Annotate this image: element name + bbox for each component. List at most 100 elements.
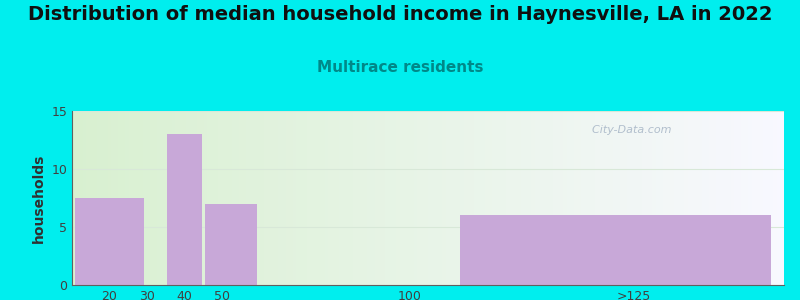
Bar (254, 111, 257, 285)
Bar (75, 111, 79, 285)
Bar (549, 111, 553, 285)
Bar (485, 111, 489, 285)
Bar (442, 111, 446, 285)
Bar (781, 111, 784, 285)
Bar (378, 111, 382, 285)
Bar (264, 111, 268, 285)
Bar (126, 111, 129, 285)
Bar (734, 111, 738, 285)
Bar (752, 111, 755, 285)
Bar (738, 111, 742, 285)
Bar (79, 111, 82, 285)
Bar (496, 111, 499, 285)
Bar (617, 111, 620, 285)
Bar (730, 111, 734, 285)
Bar (627, 111, 631, 285)
Bar (296, 111, 300, 285)
Bar (182, 111, 186, 285)
Bar (570, 111, 574, 285)
Text: Distribution of median household income in Haynesville, LA in 2022: Distribution of median household income … (28, 4, 772, 23)
Bar (425, 111, 428, 285)
Bar (435, 111, 438, 285)
Bar (666, 111, 670, 285)
Bar (514, 111, 517, 285)
Bar (428, 111, 431, 285)
Bar (360, 111, 364, 285)
Bar (581, 111, 585, 285)
Bar (214, 111, 218, 285)
Bar (393, 111, 396, 285)
Bar (278, 111, 282, 285)
Bar (599, 111, 602, 285)
Bar (531, 111, 534, 285)
Bar (431, 111, 435, 285)
Bar (289, 111, 293, 285)
Bar (560, 111, 563, 285)
Bar (286, 111, 289, 285)
Bar (478, 111, 482, 285)
Bar (674, 111, 677, 285)
Bar (681, 111, 684, 285)
Bar (521, 111, 524, 285)
Bar (161, 111, 165, 285)
Bar (595, 111, 599, 285)
Bar (374, 111, 378, 285)
Bar (389, 111, 393, 285)
Bar (421, 111, 425, 285)
Bar (211, 111, 214, 285)
Bar (774, 111, 777, 285)
Bar (613, 111, 617, 285)
Bar (538, 111, 542, 285)
Bar (232, 111, 236, 285)
Bar (631, 111, 634, 285)
Bar (403, 111, 406, 285)
Bar (218, 111, 222, 285)
Bar (300, 111, 303, 285)
Bar (592, 111, 595, 285)
Bar (574, 111, 578, 285)
Bar (438, 111, 442, 285)
Bar (114, 111, 118, 285)
Bar (236, 111, 239, 285)
Bar (335, 111, 339, 285)
Bar (314, 111, 318, 285)
Bar (325, 111, 328, 285)
Bar (453, 111, 457, 285)
Bar (339, 111, 342, 285)
Bar (250, 111, 254, 285)
Bar (136, 111, 140, 285)
Bar (716, 111, 720, 285)
Bar (418, 111, 421, 285)
Bar (749, 111, 752, 285)
Bar (111, 111, 114, 285)
Bar (386, 111, 389, 285)
Bar (688, 111, 691, 285)
Bar (97, 111, 101, 285)
Bar (371, 111, 374, 285)
Y-axis label: households: households (32, 153, 46, 243)
Bar (133, 111, 136, 285)
Text: Multirace residents: Multirace residents (317, 60, 483, 75)
Bar (684, 111, 688, 285)
Bar (101, 111, 104, 285)
Bar (489, 111, 492, 285)
Bar (303, 111, 307, 285)
Bar (762, 111, 766, 285)
Bar (713, 111, 716, 285)
Bar (414, 111, 418, 285)
Bar (200, 111, 204, 285)
Bar (90, 111, 94, 285)
Bar (204, 111, 207, 285)
Bar (243, 111, 246, 285)
Bar (382, 111, 386, 285)
Bar (275, 111, 278, 285)
Bar (167, 134, 202, 285)
Bar (766, 111, 770, 285)
Bar (406, 111, 410, 285)
Bar (710, 111, 713, 285)
Bar (396, 111, 399, 285)
Bar (172, 111, 175, 285)
Bar (698, 111, 702, 285)
Bar (499, 111, 502, 285)
Bar (140, 111, 143, 285)
